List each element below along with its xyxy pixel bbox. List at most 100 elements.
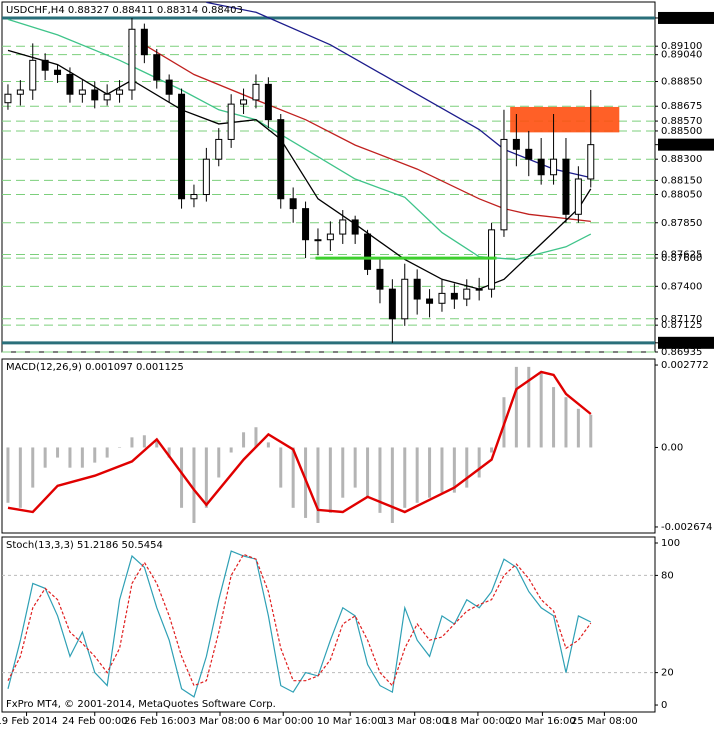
candle-body bbox=[537, 158, 545, 176]
candle-body bbox=[302, 208, 310, 241]
candle-body bbox=[215, 138, 223, 160]
macd-bar bbox=[428, 447, 432, 498]
stoch-signal bbox=[7, 553, 592, 687]
y-tick-label: 100 bbox=[661, 538, 680, 549]
candle-body bbox=[562, 158, 570, 215]
panel-frame bbox=[1, 536, 656, 713]
candle-body bbox=[413, 278, 421, 300]
y-tick-label: 0.88675 bbox=[661, 101, 702, 112]
x-tick-label: 24 Feb 00:00 bbox=[62, 716, 128, 727]
x-tick-label: 6 Mar 00:00 bbox=[253, 716, 313, 727]
panel-title: USDCHF,H4 0.88327 0.88411 0.88314 0.8840… bbox=[6, 5, 243, 16]
y-tick-label: -0.002674 bbox=[661, 522, 712, 533]
candle-body bbox=[450, 292, 458, 300]
macd-bar bbox=[180, 447, 184, 508]
candle-body bbox=[314, 239, 322, 242]
candle-body bbox=[78, 89, 86, 95]
candle-body bbox=[103, 93, 111, 101]
macd-bar bbox=[192, 447, 196, 523]
panel-title: Stoch(13,3,3) 51.2186 50.5454 bbox=[6, 540, 163, 551]
candle-body bbox=[153, 54, 161, 81]
candle-body bbox=[426, 298, 434, 304]
macd-bar bbox=[465, 447, 469, 488]
candle-body bbox=[264, 83, 272, 121]
macd-bar bbox=[552, 387, 556, 448]
macd-bar bbox=[80, 447, 84, 468]
macd-bar bbox=[105, 447, 109, 458]
x-tick-label: 13 Mar 08:00 bbox=[381, 716, 448, 727]
macd-bar bbox=[254, 427, 258, 448]
macd-bar bbox=[341, 447, 345, 498]
y-tick-label: 20 bbox=[661, 668, 674, 679]
candle-body bbox=[500, 138, 508, 231]
candle-body bbox=[463, 288, 471, 300]
candle-body bbox=[54, 69, 62, 75]
candle-body bbox=[4, 93, 12, 104]
macd-bar bbox=[6, 447, 10, 503]
candle-body bbox=[252, 83, 260, 101]
moving-average bbox=[206, 1, 591, 179]
candle-body bbox=[41, 59, 49, 71]
moving-average bbox=[7, 49, 592, 290]
credit: FxPro MT4, © 2001-2014, MetaQuotes Softw… bbox=[6, 699, 276, 710]
candle-body bbox=[91, 89, 99, 101]
macd-bar bbox=[217, 447, 221, 478]
y-tick-label: 0.89300 bbox=[661, 13, 702, 24]
y-tick-label: 0.87600 bbox=[661, 253, 702, 264]
macd-bar bbox=[316, 447, 320, 523]
candle-body bbox=[388, 288, 396, 320]
candle-body bbox=[116, 89, 124, 95]
macd-bar bbox=[242, 432, 246, 448]
y-tick-label: 0.87125 bbox=[661, 320, 702, 331]
y-tick-label: 0 bbox=[661, 700, 667, 711]
y-tick-label: 0.88050 bbox=[661, 190, 702, 201]
candle-body bbox=[277, 119, 285, 200]
macd-bar bbox=[378, 447, 382, 513]
candle-body bbox=[475, 288, 483, 291]
macd-bar bbox=[118, 447, 122, 448]
candle-body bbox=[16, 89, 24, 95]
candle-body bbox=[29, 59, 37, 91]
macd-bar bbox=[167, 447, 171, 458]
candle-body bbox=[178, 93, 186, 200]
macd-bar bbox=[142, 435, 146, 448]
macd-signal bbox=[7, 370, 592, 514]
x-tick-label: 3 Mar 08:00 bbox=[190, 716, 250, 727]
macd-bar bbox=[403, 447, 407, 508]
candle-body bbox=[587, 144, 595, 180]
macd-bar bbox=[366, 447, 370, 498]
candle-body bbox=[165, 79, 173, 95]
candle-body bbox=[240, 99, 248, 105]
macd-bar bbox=[452, 447, 456, 493]
macd-bar bbox=[279, 447, 283, 488]
macd-bar bbox=[576, 408, 580, 448]
macd-bar bbox=[291, 447, 295, 508]
y-tick-label: 0.87850 bbox=[661, 218, 702, 229]
y-tick-label: 0.89040 bbox=[661, 50, 702, 61]
y-tick-label: 0.87400 bbox=[661, 281, 702, 292]
panel-title: MACD(12,26,9) 0.001097 0.001125 bbox=[6, 362, 184, 373]
macd-bar bbox=[589, 414, 593, 448]
candle-body bbox=[227, 103, 235, 140]
y-tick-label: 80 bbox=[661, 570, 674, 581]
x-tick-label: 19 Feb 2014 bbox=[0, 716, 58, 727]
candle-body bbox=[202, 158, 210, 196]
macd-bar bbox=[18, 447, 22, 508]
candle-body bbox=[574, 178, 582, 215]
y-tick-label: 0.88850 bbox=[661, 77, 702, 88]
stoch-main bbox=[7, 550, 592, 698]
candle-body bbox=[401, 278, 409, 320]
candle-body bbox=[438, 292, 446, 304]
candle-body bbox=[339, 219, 347, 235]
candle-body bbox=[190, 194, 198, 200]
macd-bar bbox=[353, 447, 357, 488]
candle-body bbox=[140, 28, 148, 56]
candle-body bbox=[364, 233, 372, 270]
macd-bar bbox=[477, 447, 481, 478]
macd-bar bbox=[68, 447, 72, 468]
macd-bar bbox=[415, 447, 419, 503]
macd-bar bbox=[266, 442, 270, 448]
x-tick-label: 18 Mar 00:00 bbox=[445, 716, 512, 727]
candle-body bbox=[351, 219, 359, 235]
